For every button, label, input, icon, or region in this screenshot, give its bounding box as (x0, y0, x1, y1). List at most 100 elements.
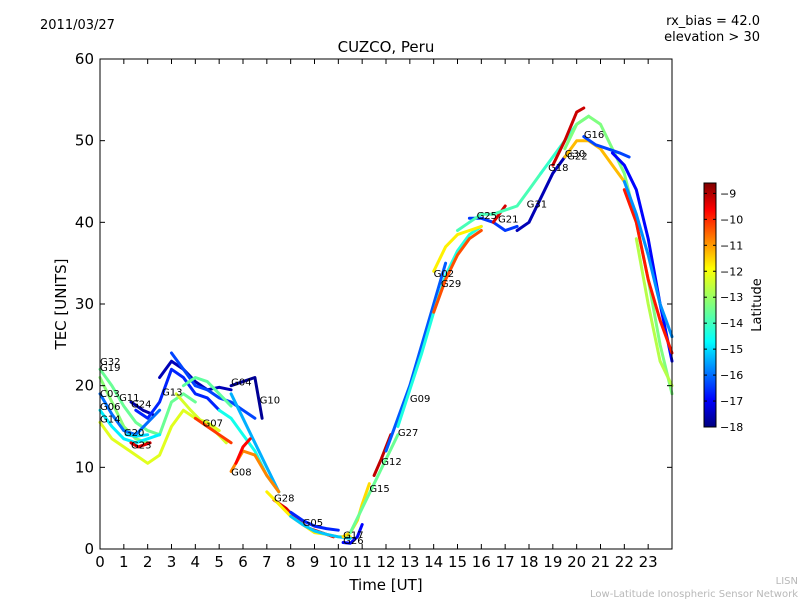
x-tick-label: 9 (310, 553, 320, 571)
series-G02 (432, 224, 483, 273)
x-tick-label: 20 (567, 553, 586, 571)
series-G24 (134, 367, 221, 420)
colorbar-tick-label: −15 (720, 343, 743, 356)
sat-label-G17: G17 (343, 530, 363, 541)
x-tick-label: 10 (329, 553, 348, 571)
sat-label-G28: G28 (274, 494, 294, 505)
sat-label-G22: G22 (567, 151, 587, 162)
series-G04 (229, 376, 264, 420)
date-label: 2011/03/27 (40, 18, 115, 33)
sat-label-G23: G23 (131, 440, 151, 451)
sat-label-G26: G26 (343, 536, 363, 547)
series-G29 (432, 229, 483, 314)
sat-label-G11: G11 (119, 393, 139, 404)
sat-label-C03: C03 (100, 389, 120, 400)
series-G26 (341, 523, 364, 545)
sat-label-G09: G09 (410, 394, 430, 405)
series-G21 (491, 204, 507, 224)
sat-label-G16: G16 (584, 130, 604, 141)
y-tick-label: 30 (75, 295, 94, 313)
series-Gx11 (634, 237, 674, 388)
series-layer (98, 106, 674, 545)
y-tick-label: 50 (75, 132, 94, 150)
x-tick-label: 8 (286, 553, 296, 571)
series-G11 (129, 400, 154, 416)
x-tick-label: 21 (591, 553, 610, 571)
x-tick-label: 16 (472, 553, 491, 571)
colorbar-tick-label: −13 (720, 291, 743, 304)
rx-bias-info: rx_bias = 42.0 elevation > 30 (664, 14, 760, 46)
sat-label-G15: G15 (369, 484, 389, 495)
sat-label-G25: G25 (477, 211, 497, 222)
y-tick-label: 0 (84, 540, 94, 558)
series-G16 (582, 135, 631, 159)
sat-label-G10: G10 (260, 396, 280, 407)
sat-label-G30: G30 (565, 149, 585, 160)
series-Gx1 (181, 376, 233, 408)
series-G13 (158, 359, 233, 392)
x-tick-label: 3 (167, 553, 177, 571)
sat-label-G14: G14 (100, 414, 120, 425)
sat-label-G05: G05 (303, 518, 323, 529)
series-Gx6 (456, 171, 543, 232)
credit: LISN Low-Latitude Ionospheric Sensor Net… (590, 575, 798, 601)
series-G23 (129, 441, 152, 449)
sat-label-G04: G04 (231, 378, 251, 389)
series-G10 (229, 392, 281, 494)
series-G15 (348, 433, 400, 535)
sat-label-G21: G21 (498, 214, 518, 225)
sat-label-G29: G29 (441, 279, 461, 290)
series-G20 (124, 433, 150, 438)
x-tick-label: 6 (238, 553, 248, 571)
x-axis-label: Time [UT] (348, 576, 422, 594)
colorbar-tick-label: −9 (720, 187, 736, 200)
rx-bias-label: rx_bias = 42.0 (666, 14, 760, 29)
colorbar-tick-label: −17 (720, 395, 743, 408)
x-axis: 0 1 2 3 4 5 6 7 8 9 10 11 12 13 14 15 16 17 18 19 20 21 22 23 (95, 59, 658, 571)
series-G05 (289, 510, 340, 532)
sat-label-G27: G27 (398, 428, 418, 439)
series-G13b (170, 351, 257, 420)
series-C03 (98, 392, 162, 437)
x-tick-label: 22 (615, 553, 634, 571)
x-tick-label: 17 (496, 553, 515, 571)
credit-line1: LISN (775, 576, 798, 587)
y-axis: 0 10 20 30 40 50 60 (75, 50, 672, 558)
chart-title: CUZCO, Peru (338, 38, 435, 56)
x-tick-label: 18 (519, 553, 538, 571)
colorbar-tick-label: −18 (720, 421, 743, 434)
y-axis-label: TEC [UNITS] (52, 259, 70, 351)
sat-label-G07: G07 (202, 418, 222, 429)
series-G27 (384, 261, 448, 453)
colorbar-label: Latitude (750, 278, 765, 332)
y-tick-label: 10 (75, 458, 94, 476)
series-Gx7 (551, 106, 586, 167)
series-G31 (515, 155, 567, 232)
x-tick-label: 2 (143, 553, 153, 571)
series-G07b (193, 416, 233, 445)
sat-label-G20: G20 (124, 428, 144, 439)
x-tick-label: 7 (262, 553, 272, 571)
elevation-label: elevation > 30 (664, 30, 760, 45)
x-tick-label: 14 (424, 553, 443, 571)
x-tick-label: 4 (191, 553, 201, 571)
x-tick-label: 13 (400, 553, 419, 571)
sat-label-G19: G19 (100, 363, 120, 374)
x-tick-label: 1 (119, 553, 129, 571)
x-tick-label: 19 (543, 553, 562, 571)
sat-label-G31: G31 (527, 200, 547, 211)
sat-label-G06: G06 (100, 402, 120, 413)
colorbar-tick-label: −12 (720, 265, 743, 278)
colorbar (703, 182, 717, 428)
sat-label-G08: G08 (231, 467, 251, 478)
x-tick-label: 12 (376, 553, 395, 571)
sat-label-G12: G12 (381, 457, 401, 468)
colorbar-tick-label: −14 (720, 317, 743, 330)
credit-line2: Low-Latitude Ionospheric Sensor Network (590, 589, 798, 600)
colorbar-ticks: −9 −10 −11 −12 −13 −14 −15 −16 −17 −18 (704, 187, 743, 434)
x-tick-label: 23 (639, 553, 658, 571)
sat-label-G18: G18 (548, 163, 568, 174)
x-tick-label: 0 (95, 553, 105, 571)
sat-label-G32: G32 (100, 357, 120, 368)
